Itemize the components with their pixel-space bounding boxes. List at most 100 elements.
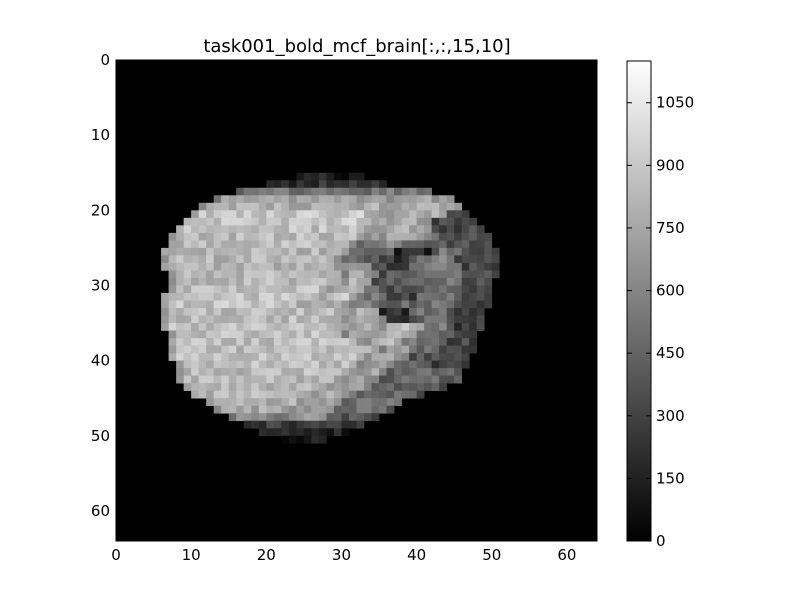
image-pixel — [258, 225, 267, 234]
image-pixel — [348, 368, 357, 376]
image-pixel — [251, 285, 260, 294]
image-pixel — [461, 285, 470, 294]
image-pixel — [281, 315, 290, 324]
image-pixel — [191, 285, 199, 294]
image-pixel — [461, 225, 470, 234]
image-pixel — [213, 345, 222, 354]
image-pixel — [379, 315, 387, 324]
image-pixel — [206, 240, 215, 249]
image-pixel — [258, 413, 267, 422]
image-pixel — [394, 255, 402, 264]
image-pixel — [431, 210, 440, 219]
image-pixel — [258, 277, 267, 286]
image-pixel — [416, 368, 425, 376]
image-pixel — [341, 232, 350, 241]
image-pixel — [484, 300, 493, 309]
image-pixel — [386, 285, 395, 294]
image-pixel — [469, 277, 478, 286]
image-pixel — [348, 202, 357, 211]
image-pixel — [258, 323, 267, 331]
image-pixel — [281, 180, 290, 189]
image-pixel — [439, 292, 447, 301]
image-pixel — [394, 338, 402, 346]
image-pixel — [236, 360, 245, 369]
image-pixel — [386, 345, 395, 354]
image-pixel — [341, 277, 350, 286]
image-pixel — [364, 195, 372, 204]
image-pixel — [439, 330, 447, 339]
image-pixel — [213, 210, 222, 219]
image-pixel — [236, 202, 245, 211]
image-pixel — [371, 323, 380, 331]
image-pixel — [191, 338, 199, 346]
image-pixel — [409, 315, 417, 324]
image-pixel — [281, 383, 290, 391]
image-pixel — [228, 360, 237, 369]
image-pixel — [236, 232, 245, 241]
image-pixel — [401, 255, 410, 264]
image-pixel — [348, 210, 357, 219]
image-pixel — [379, 210, 387, 219]
image-pixel — [296, 323, 305, 331]
image-pixel — [424, 255, 432, 264]
image-pixel — [273, 180, 282, 189]
image-pixel — [318, 353, 327, 361]
image-pixel — [409, 255, 417, 264]
image-pixel — [416, 217, 425, 226]
image-pixel — [326, 353, 335, 361]
colorbar-tick-label: 750 — [656, 219, 685, 237]
image-pixel — [243, 420, 252, 429]
image-pixel — [243, 247, 252, 256]
image-pixel — [288, 360, 297, 369]
image-pixel — [461, 255, 470, 264]
image-pixel — [416, 270, 425, 279]
image-pixel — [228, 202, 237, 211]
image-pixel — [288, 398, 297, 407]
image-pixel — [168, 277, 177, 286]
image-pixel — [296, 210, 305, 219]
image-pixel — [386, 398, 395, 407]
image-pixel — [394, 195, 402, 204]
image-pixel — [311, 180, 320, 189]
image-pixel — [273, 315, 282, 324]
image-pixel — [356, 338, 365, 346]
image-pixel — [168, 338, 177, 346]
image-pixel — [243, 413, 252, 422]
image-pixel — [183, 217, 192, 226]
image-pixel — [303, 413, 312, 422]
image-pixel — [221, 262, 230, 271]
image-pixel — [273, 428, 282, 437]
image-pixel — [258, 300, 267, 309]
image-pixel — [176, 277, 184, 286]
image-pixel — [273, 405, 282, 414]
image-pixel — [273, 300, 282, 309]
image-pixel — [461, 277, 470, 286]
image-pixel — [243, 255, 252, 264]
image-pixel — [469, 232, 478, 241]
image-pixel — [454, 262, 463, 271]
image-pixel — [191, 383, 199, 391]
image-pixel — [296, 383, 305, 391]
image-pixel — [424, 285, 432, 294]
image-pixel — [281, 398, 290, 407]
image-pixel — [416, 338, 425, 346]
image-pixel — [183, 262, 192, 271]
image-pixel — [288, 383, 297, 391]
image-pixel — [243, 202, 252, 211]
image-pixel — [476, 247, 485, 256]
image-pixel — [303, 300, 312, 309]
image-pixel — [318, 420, 327, 429]
image-pixel — [176, 232, 184, 241]
image-pixel — [281, 210, 290, 219]
image-pixel — [243, 285, 252, 294]
image-pixel — [243, 405, 252, 414]
image-pixel — [424, 232, 432, 241]
image-pixel — [311, 247, 320, 256]
image-pixel — [364, 255, 372, 264]
image-pixel — [221, 255, 230, 264]
image-pixel — [296, 413, 305, 422]
image-pixel — [424, 323, 432, 331]
image-pixel — [266, 428, 275, 437]
image-pixel — [461, 315, 470, 324]
image-pixel — [228, 338, 237, 346]
